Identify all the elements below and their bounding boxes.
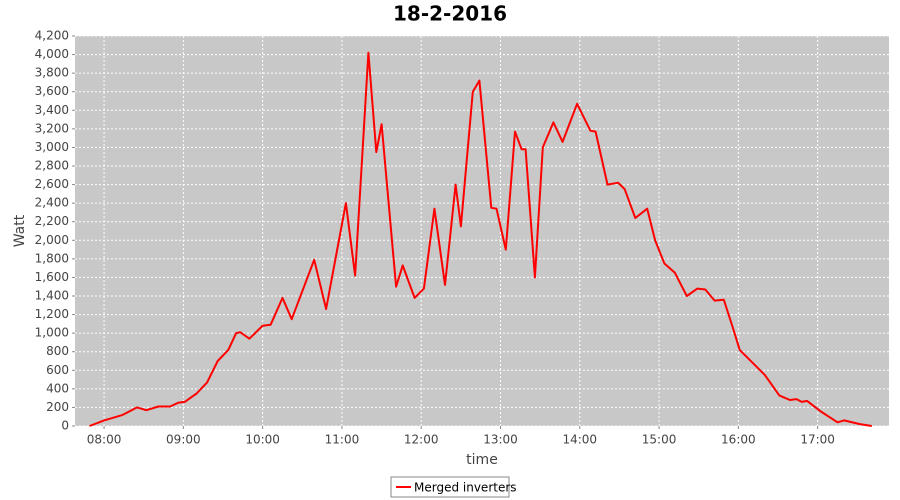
y-axis-label: Watt bbox=[12, 214, 28, 247]
y-tick-label: 2,600 bbox=[35, 177, 69, 191]
y-tick-label: 200 bbox=[46, 400, 69, 414]
y-tick-label: 2,800 bbox=[35, 159, 69, 173]
y-tick-label: 3,600 bbox=[35, 84, 69, 98]
y-tick-label: 2,400 bbox=[35, 196, 69, 210]
legend-label: Merged inverters bbox=[414, 481, 517, 495]
y-tick-label: 4,000 bbox=[35, 47, 69, 61]
y-tick-label: 3,000 bbox=[35, 140, 69, 154]
y-tick-label: 1,800 bbox=[35, 251, 69, 265]
y-tick-label: 1,400 bbox=[35, 289, 69, 303]
y-tick-label: 1,000 bbox=[35, 326, 69, 340]
y-tick-label: 0 bbox=[61, 419, 69, 433]
y-tick-label: 2,000 bbox=[35, 233, 69, 247]
y-tick-label: 800 bbox=[46, 344, 69, 358]
y-tick-label: 3,800 bbox=[35, 66, 69, 80]
x-tick-label: 15:00 bbox=[642, 433, 677, 447]
y-tick-label: 4,200 bbox=[35, 29, 69, 43]
legend-box bbox=[390, 476, 510, 498]
x-tick-label: 11:00 bbox=[325, 433, 360, 447]
x-axis-label: time bbox=[466, 452, 498, 468]
x-tick-label: 08:00 bbox=[87, 433, 122, 447]
y-tick-label: 3,400 bbox=[35, 103, 69, 117]
y-tick-label: 3,200 bbox=[35, 121, 69, 135]
x-tick-label: 12:00 bbox=[404, 433, 439, 447]
x-tick-label: 10:00 bbox=[245, 433, 280, 447]
plot-area bbox=[75, 36, 889, 426]
x-tick-label: 16:00 bbox=[721, 433, 756, 447]
x-tick-label: 13:00 bbox=[483, 433, 518, 447]
x-tick-label: 14:00 bbox=[562, 433, 597, 447]
x-tick-label: 17:00 bbox=[800, 433, 835, 447]
chart-title: 18-2-2016 bbox=[393, 2, 507, 26]
y-tick-label: 1,200 bbox=[35, 307, 69, 321]
y-tick-label: 1,600 bbox=[35, 270, 69, 284]
y-tick-label: 400 bbox=[46, 381, 69, 395]
y-tick-label: 2,200 bbox=[35, 214, 69, 228]
x-tick-label: 09:00 bbox=[166, 433, 201, 447]
y-tick-label: 600 bbox=[46, 363, 69, 377]
line bbox=[89, 51, 872, 427]
